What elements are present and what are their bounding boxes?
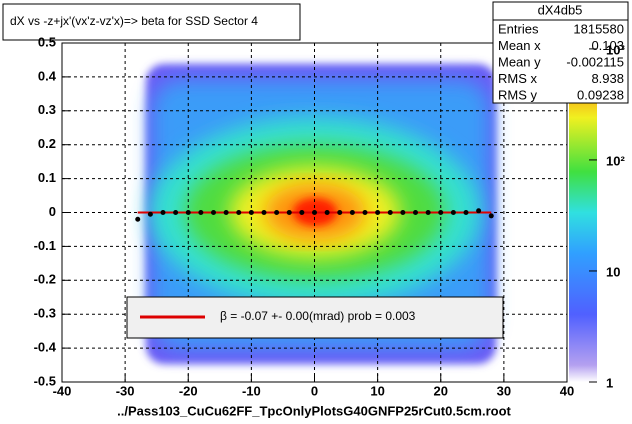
stats-label: Entries	[498, 21, 539, 36]
z-tick-label: 10	[606, 264, 620, 279]
x-tick-label: 20	[434, 383, 448, 398]
y-tick-label: 0	[49, 204, 56, 219]
profile-point	[299, 210, 305, 215]
profile-point	[261, 210, 267, 215]
stats-label: RMS y	[498, 87, 538, 102]
stats-value: 8.938	[591, 71, 624, 86]
x-tick-label: -40	[53, 383, 72, 398]
profile-point	[375, 210, 381, 215]
profile-point	[223, 210, 229, 215]
stats-label: RMS x	[498, 71, 538, 86]
profile-point	[400, 210, 406, 215]
stats-label: Mean y	[498, 54, 541, 69]
x-tick-label: 0	[311, 383, 318, 398]
profile-point	[160, 210, 166, 215]
profile-point	[413, 210, 418, 215]
profile-point	[147, 211, 153, 217]
profile-point	[135, 216, 141, 222]
y-tick-label: 0.1	[38, 170, 56, 185]
profile-point	[425, 210, 431, 215]
stats-box	[492, 1, 629, 104]
x-axis-label: ../Pass103_CuCu62FF_TpcOnlyPlotsG40GNFP2…	[117, 403, 511, 418]
x-tick-label: 30	[497, 383, 511, 398]
z-tick-label: 10³	[606, 42, 625, 57]
stats-label: Mean x	[498, 38, 541, 53]
profile-point	[438, 210, 444, 215]
z-tick-label: 10²	[606, 153, 625, 168]
y-tick-label: -0.1	[34, 238, 56, 253]
profile-point	[185, 210, 191, 215]
stats-value: 0.103	[591, 38, 624, 53]
profile-point	[312, 210, 317, 215]
profile-point	[236, 210, 242, 215]
stats-value: -0.002115	[566, 54, 624, 69]
y-tick-label: 0.2	[38, 136, 56, 151]
stats-title: dX4db5	[538, 2, 583, 17]
profile-point	[198, 210, 204, 215]
profile-point	[463, 210, 469, 215]
stats-value: 0.09238	[577, 87, 624, 102]
stats-value: 1815580	[573, 21, 624, 36]
x-tick-label: -20	[179, 383, 198, 398]
profile-point	[387, 210, 393, 215]
y-tick-label: -0.5	[34, 373, 56, 388]
profile-point	[337, 210, 343, 215]
x-tick-label: 40	[560, 383, 574, 398]
x-tick-label: 10	[370, 383, 384, 398]
y-tick-label: 0.4	[38, 68, 57, 83]
profile-point	[173, 210, 179, 215]
profile-point	[362, 210, 368, 215]
legend-text: β = -0.07 +- 0.00(mrad) prob = 0.003	[220, 309, 416, 323]
y-tick-label: 0.5	[38, 34, 56, 49]
profile-point	[286, 210, 292, 215]
profile-point	[476, 208, 482, 214]
heatmap	[146, 64, 496, 364]
profile-point	[450, 210, 456, 215]
chart-title: dX vs -z+jx'(vx'z-vz'x)=> beta for SSD S…	[10, 14, 258, 28]
profile-point	[274, 210, 280, 215]
y-tick-label: -0.2	[34, 272, 56, 287]
title-box	[2, 3, 301, 41]
z-tick-label: 1	[606, 375, 613, 390]
x-tick-label: -30	[116, 383, 135, 398]
profile-point	[211, 210, 216, 215]
profile-point	[324, 210, 330, 215]
y-tick-label: -0.4	[34, 340, 57, 355]
profile-point	[488, 213, 494, 219]
y-tick-label: -0.3	[34, 306, 56, 321]
x-tick-label: -10	[242, 383, 261, 398]
profile-point	[349, 210, 355, 215]
y-tick-label: 0.3	[38, 102, 56, 117]
profile-point	[248, 210, 254, 215]
